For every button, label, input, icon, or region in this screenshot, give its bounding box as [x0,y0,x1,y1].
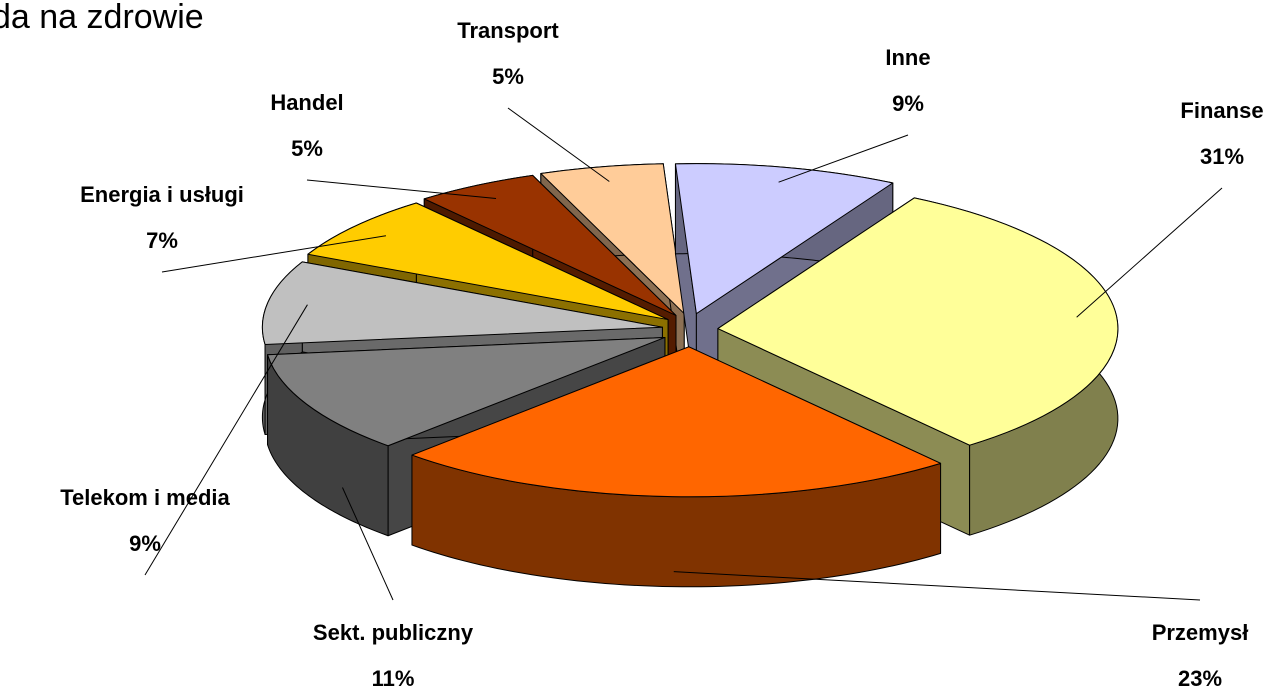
slice-top [267,336,666,447]
slice-label: Energia i usługi [80,182,244,207]
slice-value-label: 9% [129,531,161,556]
leader-line [161,235,387,273]
chart-title: da na zdrowie [0,0,204,36]
leader-line [144,304,308,576]
slice-label: Przemysł [1152,620,1249,645]
slice-value-label: 11% [372,666,415,688]
leader-line [306,179,497,200]
slice-top [717,197,1119,446]
slice [411,346,942,588]
slice-top [674,163,894,315]
leader-line [507,107,610,182]
slice-value-label: 23% [1178,666,1222,688]
slice-label: Inne [885,45,930,70]
slice-label: Sekt. publiczny [313,620,474,645]
leader-line [778,134,909,183]
slice-top [423,174,677,316]
slice-value-label: 31% [1200,144,1244,169]
slice-top [540,163,685,315]
slice-value-label: 5% [291,136,323,161]
leader-line [342,487,394,601]
slice-label: Transport [457,18,559,43]
slice-value-label: 7% [146,228,178,253]
slice-label: Telekom i media [60,485,230,510]
slice-label: Finanse [1180,98,1263,123]
slice-value-label: 5% [492,64,524,89]
slice-top [261,261,663,345]
slice-top [307,202,669,321]
slice-label: Handel [270,90,343,115]
leader-line [1076,187,1223,318]
leader-line [673,571,1201,601]
slice-top [411,346,942,498]
slice-value-label: 9% [892,91,924,116]
